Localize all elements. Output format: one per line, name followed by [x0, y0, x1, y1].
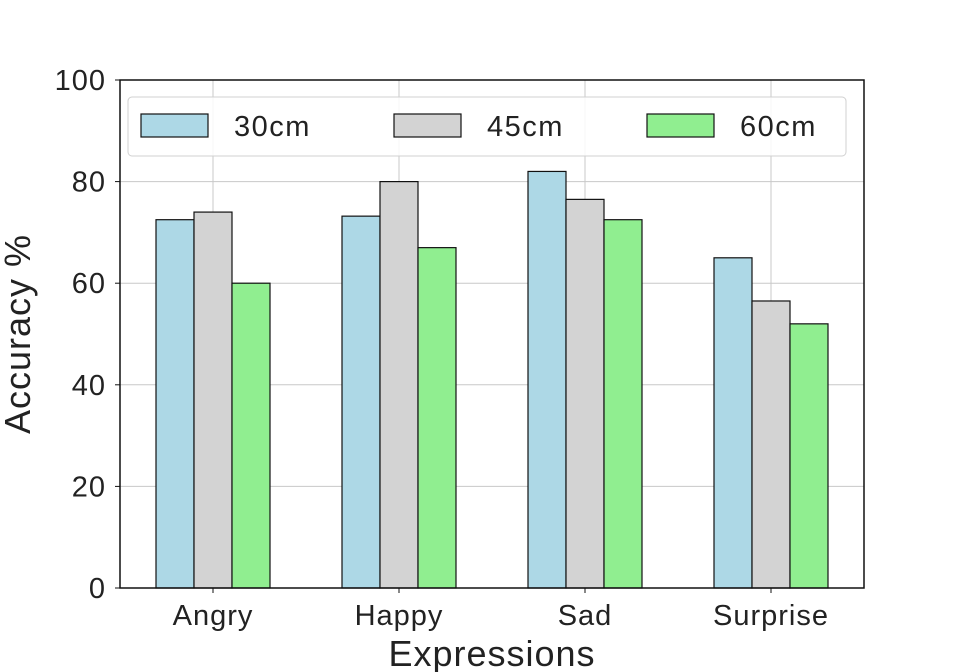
y-axis-ticks: 0 20 40 60 80 100 — [55, 65, 120, 605]
bar-angry-60cm — [231, 282, 271, 589]
bar-surprise-45cm — [751, 300, 791, 589]
legend-swatch-30cm — [140, 113, 209, 138]
legend-swatch-45cm — [393, 113, 462, 138]
bar-sad-30cm — [527, 170, 567, 589]
x-tick-label: Angry — [173, 600, 254, 632]
legend-label-45cm: 45cm — [487, 111, 564, 143]
legend-label-60cm: 60cm — [740, 111, 817, 143]
y-tick-label: 100 — [55, 65, 106, 97]
legend-label-30cm: 30cm — [234, 111, 311, 143]
x-axis-label: Expressions — [388, 633, 595, 672]
plot-frame — [119, 79, 865, 589]
bar-surprise-30cm — [713, 257, 753, 589]
x-tick-label: Sad — [558, 600, 613, 632]
bar-happy-45cm — [379, 181, 419, 589]
y-tick-label: 0 — [89, 573, 106, 605]
legend: 30cm 45cm 60cm — [127, 96, 847, 157]
x-tick-label: Happy — [355, 600, 444, 632]
bar-sad-60cm — [603, 219, 643, 589]
y-tick-label: 20 — [72, 471, 106, 503]
y-axis-label: Accuracy % — [0, 234, 38, 434]
bar-angry-45cm — [193, 211, 233, 589]
bars — [155, 170, 829, 589]
x-axis-ticks: Angry Happy Sad Surprise — [173, 588, 829, 632]
bar-surprise-60cm — [789, 323, 829, 589]
bar-sad-45cm — [565, 198, 605, 589]
bar-happy-60cm — [417, 247, 457, 589]
y-tick-label: 60 — [72, 268, 106, 300]
y-tick-label: 40 — [72, 370, 106, 402]
y-tick-label: 80 — [72, 167, 106, 199]
bar-happy-30cm — [341, 215, 381, 589]
x-tick-label: Surprise — [713, 600, 829, 632]
legend-box — [127, 96, 847, 157]
bar-angry-30cm — [155, 219, 195, 589]
legend-swatch-60cm — [646, 113, 715, 138]
